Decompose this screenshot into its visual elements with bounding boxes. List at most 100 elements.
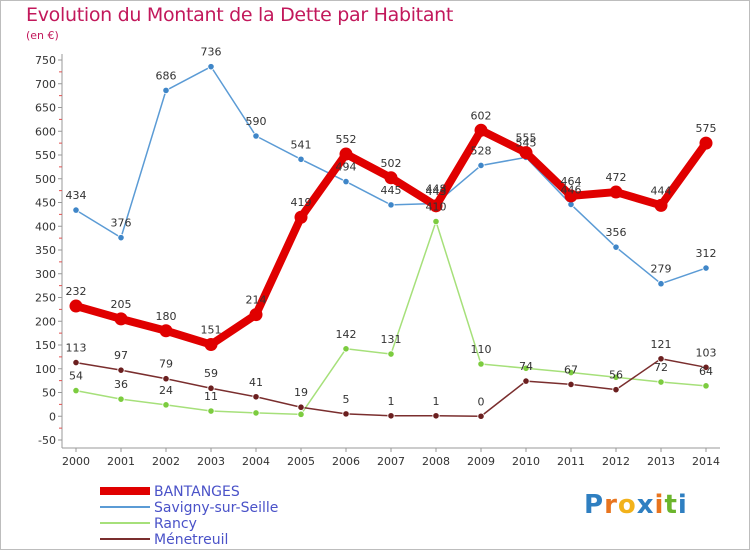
legend-label: Rancy <box>154 516 197 532</box>
data-label-savigny-sur-seille: 434 <box>66 189 87 202</box>
data-label-bantanges: 555 <box>516 132 537 145</box>
data-point-bantanges <box>204 338 218 352</box>
data-point-rancy <box>657 378 665 386</box>
data-label-bantanges: 464 <box>561 175 582 188</box>
data-label-rancy: 64 <box>699 365 713 378</box>
logo-letter: r <box>604 490 618 520</box>
data-point-savigny-sur-seille <box>477 161 485 170</box>
data-label-m-netreuil: 79 <box>159 358 173 371</box>
data-point-savigny-sur-seille <box>117 234 125 242</box>
legend-label: Ménetreuil <box>154 532 229 548</box>
data-label-bantanges: 552 <box>336 133 357 146</box>
data-point-m-netreuil <box>432 412 440 420</box>
logo-letter: x <box>636 490 655 520</box>
data-label-m-netreuil: 103 <box>696 346 717 359</box>
data-label-m-netreuil: 0 <box>478 395 485 408</box>
data-point-rancy <box>162 401 170 409</box>
logo-letter: P <box>584 490 605 520</box>
data-label-rancy: 72 <box>654 361 668 374</box>
data-point-m-netreuil <box>252 393 260 401</box>
data-label-rancy: 131 <box>381 333 402 346</box>
y-tick-label: 550 <box>35 149 56 162</box>
data-point-rancy <box>297 410 305 418</box>
series-rancy <box>72 217 710 418</box>
data-label-savigny-sur-seille: 356 <box>606 226 627 239</box>
data-label-rancy: 54 <box>69 370 83 383</box>
y-tick-label: -50 <box>38 434 56 447</box>
x-tick-label: 2012 <box>602 455 630 468</box>
proxiti-logo: Proxiti <box>584 490 688 520</box>
data-label-bantanges: 443 <box>426 185 447 198</box>
y-tick-label: 300 <box>35 268 56 281</box>
data-point-bantanges <box>339 147 353 161</box>
data-label-m-netreuil: 41 <box>249 376 263 389</box>
y-tick-label: 200 <box>35 315 56 328</box>
data-point-rancy <box>72 386 80 395</box>
data-label-m-netreuil: 67 <box>564 363 578 376</box>
data-label-savigny-sur-seille: 686 <box>156 69 177 82</box>
data-label-m-netreuil: 56 <box>609 369 623 382</box>
legend-label: Savigny-sur-Seille <box>154 500 279 516</box>
data-point-bantanges <box>609 185 623 199</box>
data-label-bantanges: 575 <box>696 122 717 135</box>
x-tick-label: 2002 <box>152 455 180 468</box>
data-point-m-netreuil <box>477 412 485 420</box>
y-tick-label: 150 <box>35 339 56 352</box>
data-label-savigny-sur-seille: 736 <box>201 46 222 59</box>
x-tick-label: 2013 <box>647 455 675 468</box>
data-label-bantanges: 444 <box>651 184 672 197</box>
data-point-m-netreuil <box>342 410 350 418</box>
data-label-savigny-sur-seille: 279 <box>651 263 672 276</box>
y-tick-label: 350 <box>35 244 56 257</box>
y-tick-label: 500 <box>35 173 56 186</box>
data-label-m-netreuil: 121 <box>651 338 672 351</box>
series-layer <box>69 63 713 420</box>
data-point-bantanges <box>564 189 578 203</box>
data-point-rancy <box>522 364 530 372</box>
data-label-rancy: 110 <box>471 343 492 356</box>
data-label-savigny-sur-seille: 376 <box>111 217 132 230</box>
x-tick-label: 2004 <box>242 455 270 468</box>
data-point-m-netreuil <box>72 358 80 367</box>
logo-letter: t <box>664 490 678 520</box>
data-label-rancy: 11 <box>204 390 218 403</box>
x-tick-label: 2006 <box>332 455 360 468</box>
y-tick-label: 400 <box>35 220 56 233</box>
data-label-bantanges: 419 <box>291 196 312 209</box>
y-tick-label: 0 <box>49 410 56 423</box>
data-point-m-netreuil <box>207 384 215 392</box>
data-label-m-netreuil: 97 <box>114 349 128 362</box>
data-point-savigny-sur-seille <box>252 132 260 140</box>
data-point-savigny-sur-seille <box>342 178 350 186</box>
y-tick-label: 600 <box>35 125 56 138</box>
data-label-savigny-sur-seille: 541 <box>291 138 312 151</box>
data-label-m-netreuil: 5 <box>343 393 350 406</box>
data-point-m-netreuil <box>612 386 620 394</box>
y-tick-label: 750 <box>35 54 56 67</box>
legend-swatch <box>100 538 150 540</box>
data-label-rancy: 410 <box>426 201 447 214</box>
data-point-bantanges <box>294 210 308 224</box>
data-point-bantanges <box>69 299 83 313</box>
y-tick-label: 100 <box>35 363 56 376</box>
data-point-savigny-sur-seille <box>702 264 710 272</box>
data-point-m-netreuil <box>297 403 305 411</box>
data-point-rancy <box>252 409 260 417</box>
data-point-savigny-sur-seille <box>72 206 80 214</box>
data-point-rancy <box>432 217 440 226</box>
data-point-bantanges <box>429 199 443 213</box>
data-label-savigny-sur-seille: 448 <box>426 182 447 195</box>
data-point-bantanges <box>699 136 713 150</box>
data-label-m-netreuil: 59 <box>204 367 218 380</box>
data-point-savigny-sur-seille <box>162 86 170 95</box>
data-point-bantanges <box>654 198 668 212</box>
x-tick-label: 2000 <box>62 455 90 468</box>
chart-subtitle: (en €) <box>26 29 59 42</box>
data-point-m-netreuil <box>657 355 665 363</box>
legend-swatch <box>100 522 150 524</box>
data-point-bantanges <box>384 171 398 185</box>
y-tick-label: 250 <box>35 292 56 305</box>
